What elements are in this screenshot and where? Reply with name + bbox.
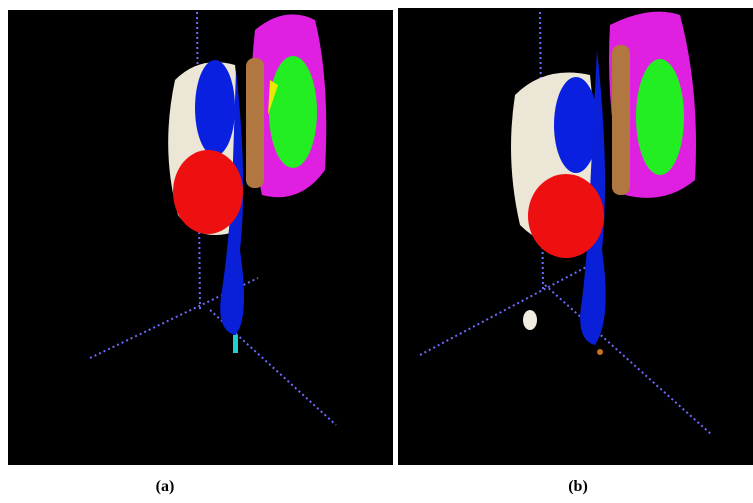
organ (246, 58, 264, 188)
organ (636, 59, 684, 175)
renderings (0, 0, 753, 470)
organ (269, 56, 317, 168)
organ (528, 174, 604, 258)
organ (523, 310, 537, 330)
organ (195, 60, 235, 156)
organ (612, 45, 630, 195)
panel-caption: (b) (548, 478, 608, 496)
organ (173, 150, 243, 234)
vessel (233, 335, 238, 353)
panel-caption: (a) (135, 478, 195, 496)
panel-b (398, 8, 753, 465)
figure: (a) (b) (0, 0, 753, 503)
organ (597, 349, 603, 355)
panel-a (8, 10, 393, 465)
organ (554, 77, 598, 173)
